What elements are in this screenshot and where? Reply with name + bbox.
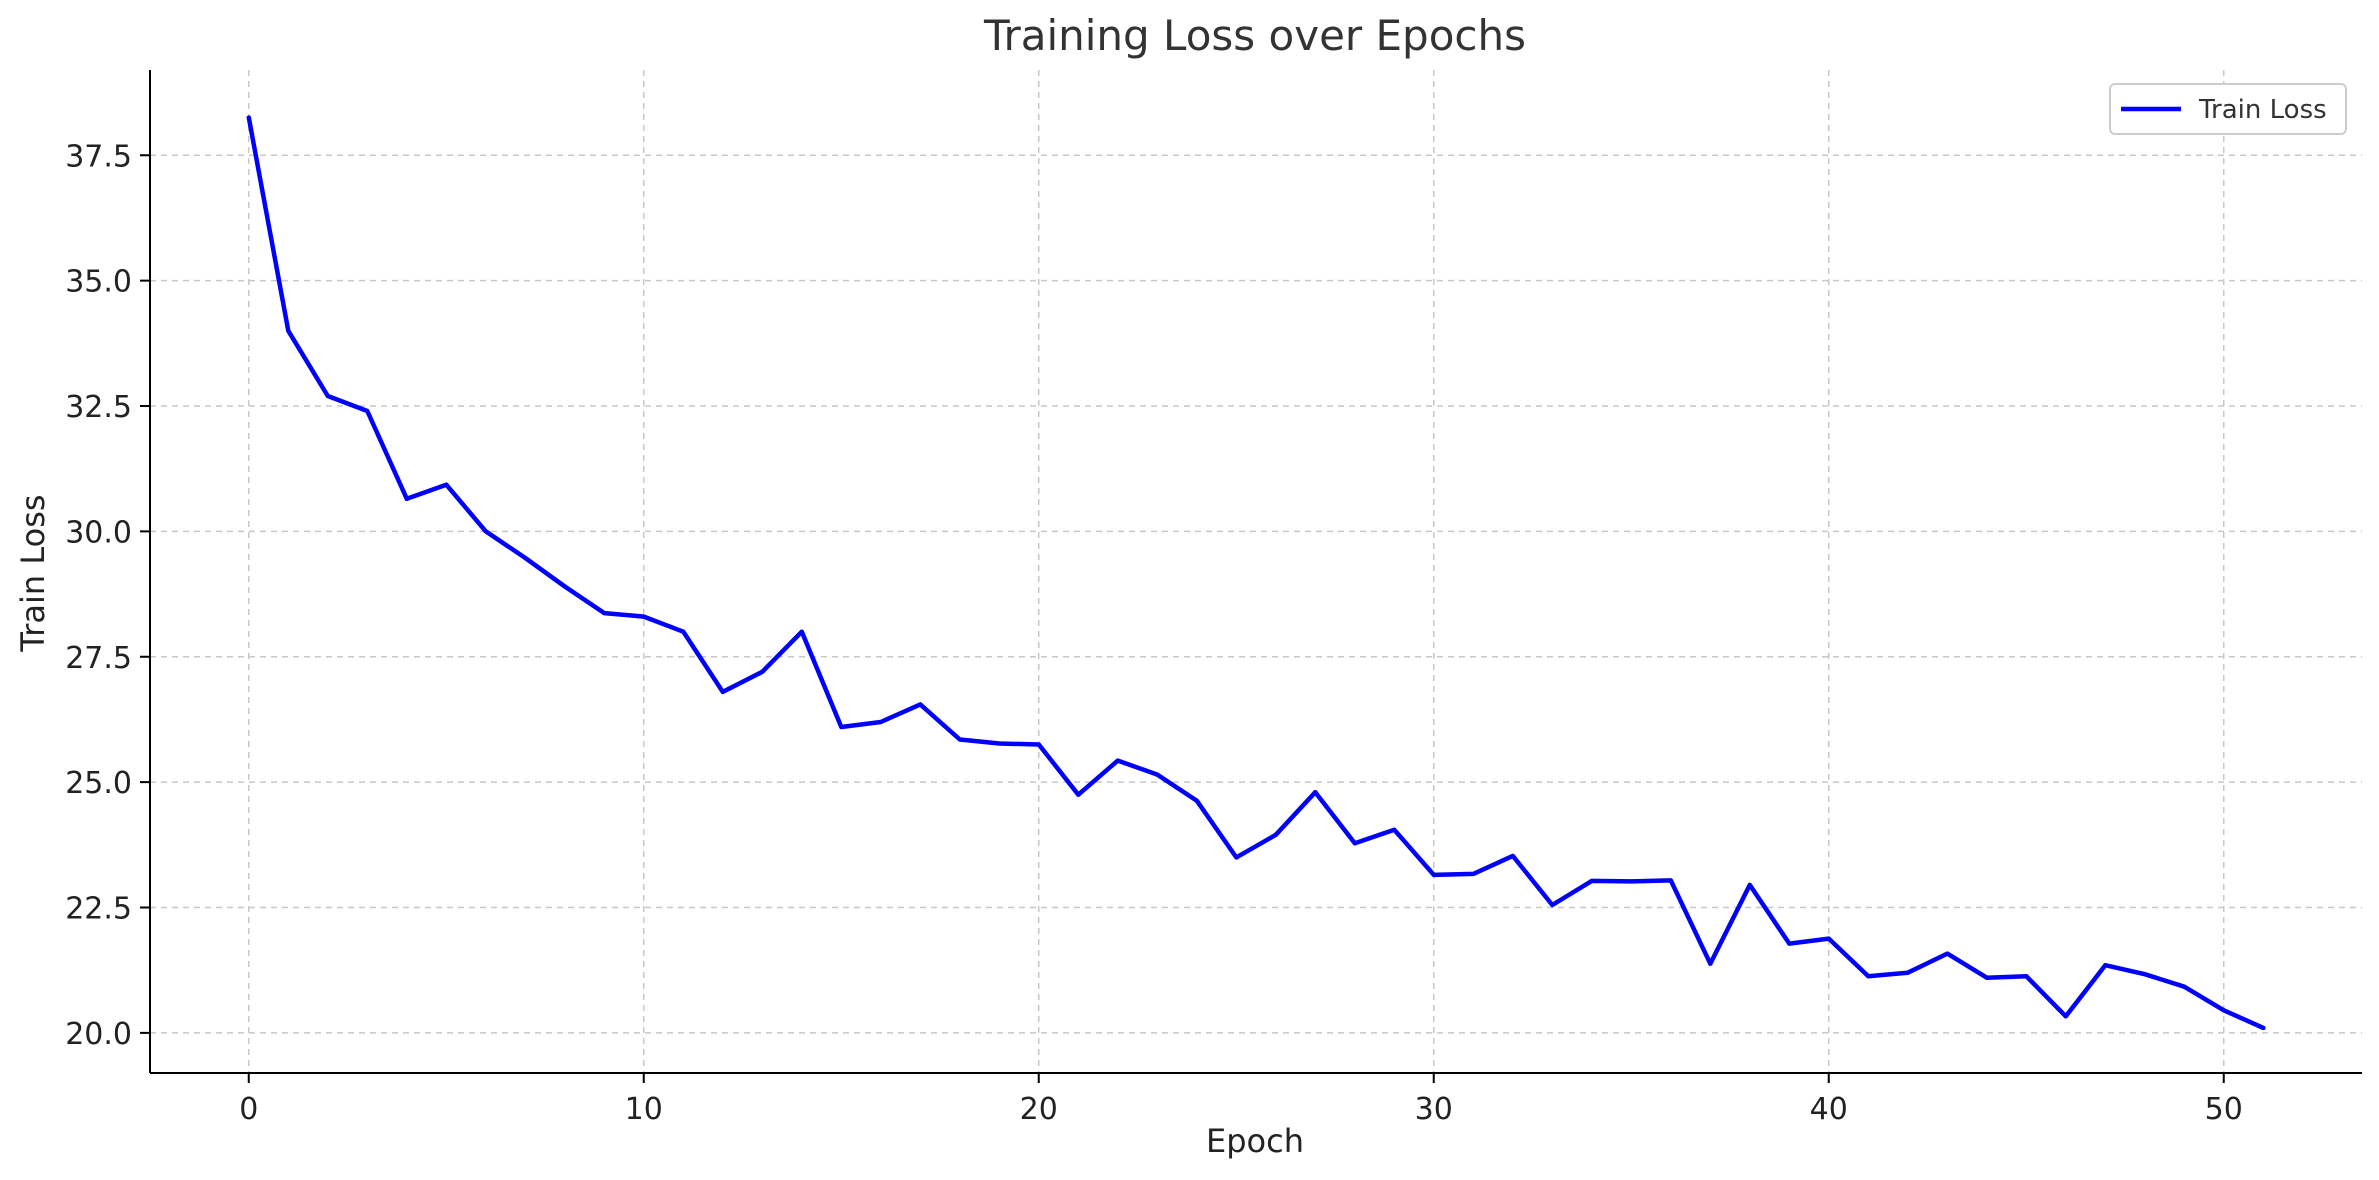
y-tick-label: 25.0 [65, 766, 132, 801]
data-point [997, 741, 1002, 746]
grid-lines [150, 70, 2362, 1073]
data-point [1273, 832, 1278, 837]
data-point [1313, 790, 1318, 795]
data-point [1036, 742, 1041, 747]
chart-title: Training Loss over Epochs [983, 11, 1526, 60]
data-point [720, 689, 725, 694]
data-point [2103, 963, 2108, 968]
data-point [839, 724, 844, 729]
data-point [641, 614, 646, 619]
y-tick-label: 35.0 [65, 265, 132, 300]
data-point [325, 393, 330, 398]
data-point [1747, 882, 1752, 887]
data-point [286, 328, 291, 333]
data-point [799, 629, 804, 634]
data-point [1866, 974, 1871, 979]
data-point [1510, 853, 1515, 858]
x-tick-label: 0 [239, 1092, 258, 1127]
x-tick-label: 30 [1415, 1092, 1453, 1127]
y-tick-label: 20.0 [65, 1017, 132, 1052]
data-point [1905, 970, 1910, 975]
data-point [365, 409, 370, 414]
y-tick-label: 30.0 [65, 515, 132, 550]
data-point [562, 584, 567, 589]
data-point [444, 482, 449, 487]
x-axis-label: Epoch [1206, 1122, 1304, 1160]
data-point [2063, 1014, 2068, 1019]
data-point [1115, 758, 1120, 763]
x-tick-label: 40 [1810, 1092, 1848, 1127]
data-point [404, 496, 409, 501]
data-point [1589, 878, 1594, 883]
data-point [246, 115, 251, 120]
data-point [681, 629, 686, 634]
data-point [1471, 871, 1476, 876]
data-point [918, 702, 923, 707]
data-point [1194, 798, 1199, 803]
data-point [1550, 902, 1555, 907]
axes: 0 10 20 30 40 50 20.0 22.5 25.0 27.5 30.0 32.5 35.0 3… [65, 70, 2362, 1127]
data-point [1787, 941, 1792, 946]
data-point [1984, 975, 1989, 980]
legend: Train Loss [2109, 83, 2347, 135]
data-point [602, 611, 607, 616]
series-layer [246, 115, 2266, 1031]
data-point [2182, 984, 2187, 989]
legend-box [2109, 83, 2347, 135]
data-point [483, 529, 488, 534]
data-point [2142, 972, 2147, 977]
data-point [2024, 974, 2029, 979]
x-tick-label: 20 [1020, 1092, 1058, 1127]
y-tick-label: 37.5 [65, 139, 132, 174]
data-point [1076, 792, 1081, 797]
x-tick-label: 10 [625, 1092, 663, 1127]
data-point [1668, 878, 1673, 883]
data-point [1392, 827, 1397, 832]
data-point [878, 719, 883, 724]
x-tick-label: 50 [2205, 1092, 2243, 1127]
series-line-train-loss [246, 115, 2266, 1031]
data-point [1431, 872, 1436, 877]
data-point [1352, 841, 1357, 846]
data-point [1234, 855, 1239, 860]
data-point [1155, 772, 1160, 777]
data-point [1826, 936, 1831, 941]
data-point [760, 669, 765, 674]
data-point [523, 555, 528, 560]
y-tick-label: 27.5 [65, 641, 132, 676]
y-tick-label: 32.5 [65, 390, 132, 425]
data-point [2221, 1008, 2226, 1013]
data-point [1629, 879, 1634, 884]
data-point [957, 737, 962, 742]
legend-label: Train Loss [2198, 95, 2327, 125]
data-point [2261, 1025, 2266, 1030]
y-axis-label: Train Loss [14, 494, 52, 652]
data-point [1945, 951, 1950, 956]
data-point [1708, 961, 1713, 966]
y-tick-label: 22.5 [65, 892, 132, 927]
